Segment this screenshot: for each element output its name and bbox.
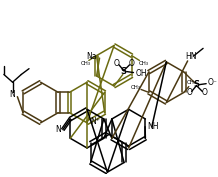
Text: O⁻: O⁻ [208,78,218,87]
Text: N: N [55,125,61,134]
Text: O: O [187,88,193,97]
Text: CH₃: CH₃ [81,61,91,66]
Text: Na: Na [87,52,97,61]
Text: OH: OH [135,69,147,78]
Text: O: O [129,59,135,68]
Text: ·: · [88,55,90,60]
Text: N⁺: N⁺ [90,117,100,126]
Text: O: O [201,88,207,97]
Text: S: S [121,67,127,76]
Text: N: N [10,90,15,99]
Text: NH: NH [147,122,158,131]
Text: CH₃: CH₃ [131,85,141,90]
Text: HN: HN [186,52,197,61]
Text: S: S [194,80,199,89]
Text: O: O [114,59,120,68]
Text: CH₃: CH₃ [139,61,149,66]
Text: CH₃: CH₃ [187,80,197,85]
